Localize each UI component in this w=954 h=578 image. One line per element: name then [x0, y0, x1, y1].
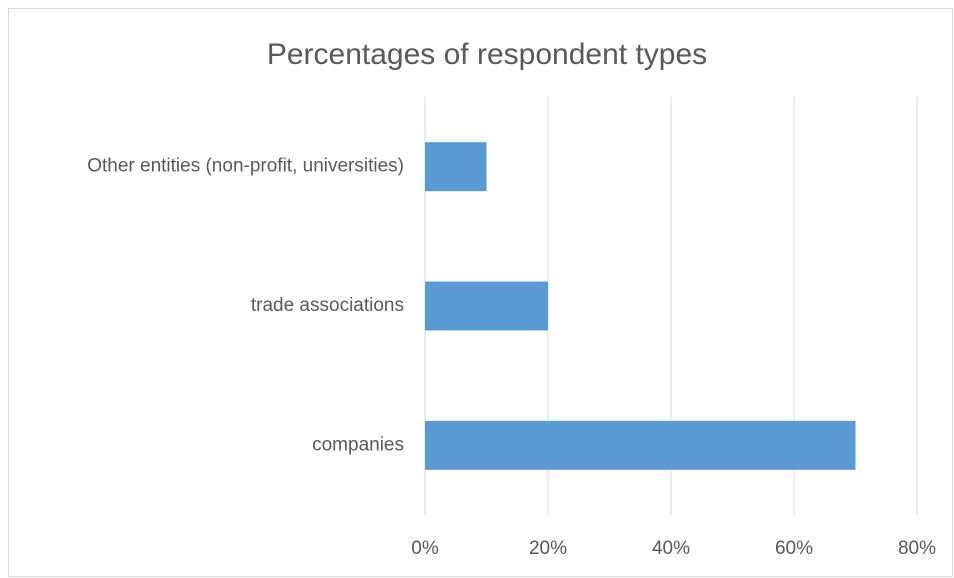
chart-title: Percentages of respondent types	[267, 38, 707, 71]
y-tick-label: trade associations	[251, 295, 404, 316]
y-tick-label: Other entities (non-profit, universities…	[87, 156, 404, 177]
x-tick-label: 80%	[898, 538, 936, 559]
x-tick-label: 0%	[411, 538, 439, 559]
x-tick-label: 40%	[652, 538, 690, 559]
bar	[425, 420, 856, 470]
bar	[425, 142, 487, 192]
bar	[425, 281, 548, 331]
x-tick-label: 60%	[775, 538, 813, 559]
y-tick-label: companies	[312, 434, 404, 455]
x-tick-label: 20%	[529, 538, 567, 559]
